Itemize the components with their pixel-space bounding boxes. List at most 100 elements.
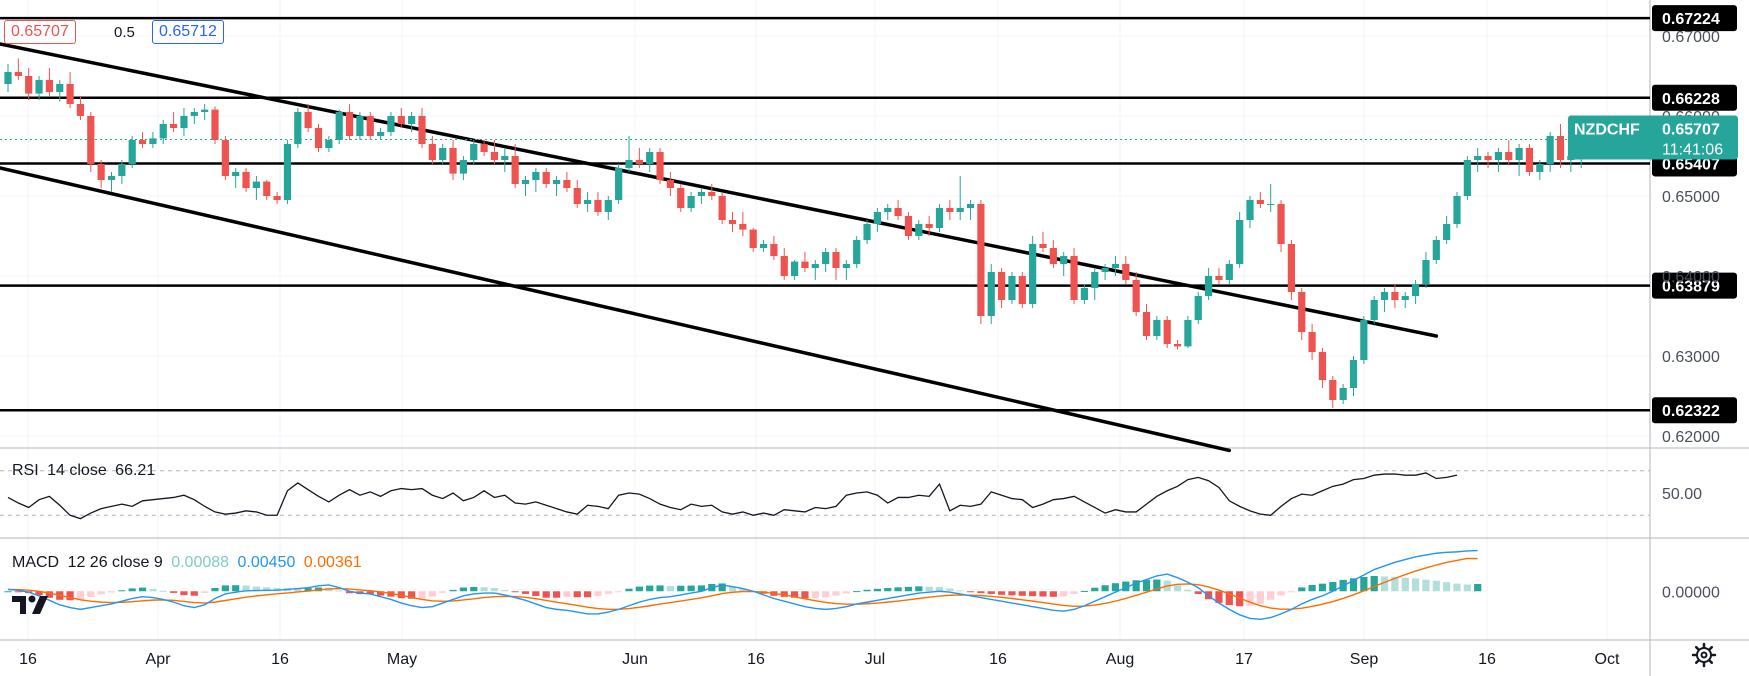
macd-histogram-bar [656,585,664,592]
macd-histogram-bar [966,591,975,593]
price-tick-label: 0.67000 [1662,29,1720,46]
macd-histogram-bar [14,591,22,593]
candle-body [956,208,964,212]
candle-body [25,76,33,94]
candle-body [1515,148,1523,160]
sell-price-tag[interactable]: 0.65707 [4,20,76,44]
trendlines [0,42,1439,453]
candle-body [1391,292,1399,300]
candle-body [697,192,706,196]
macd-histogram-bar [1370,575,1378,592]
candle-body [904,216,913,236]
time-tick-label: 16 [989,651,1007,668]
macd-histogram-bar [159,590,167,592]
candle-body [118,164,126,176]
macd-histogram-bar [542,591,550,598]
candle-body [532,172,540,180]
rsi-legend[interactable]: RSI 14 close 66.21 [12,462,159,480]
macd-histogram-bar [211,588,219,592]
macd-histogram-bar [408,591,416,599]
macd-histogram-bar [1184,589,1192,592]
candle-body [780,256,788,276]
macd-histogram-bar [377,591,385,596]
candle-body [1277,204,1285,244]
candle-body [1080,288,1088,300]
candle-body [345,112,354,136]
candle-body [1049,248,1057,264]
candle-body [1060,256,1068,264]
macd-histogram-bar [677,585,685,592]
candle-body [283,144,292,200]
macd-histogram-bar [1422,579,1430,592]
macd-legend[interactable]: MACD 12 26 close 9 0.00088 0.00450 0.003… [12,554,366,572]
candle-body [1536,164,1544,172]
candle-body [1360,320,1368,360]
macd-histogram-bar [863,589,871,592]
candle-body [201,109,209,112]
candle-body [1267,204,1275,205]
settings-gear-icon[interactable] [1691,642,1717,668]
candle-body [314,128,323,148]
candle-body [221,140,229,176]
buy-price-tag[interactable]: 0.65712 [152,20,224,44]
macd-histogram-bar [138,587,147,592]
macd-histogram-bar [170,591,178,593]
macd-signal-line [7,557,1478,610]
candle-body [1401,296,1409,300]
candle-body [408,116,416,124]
candle-body [335,112,343,140]
macd-histogram-bar [573,591,581,598]
macd-histogram-bar [801,591,809,599]
price-axis: 0.670000.660000.650000.640000.630000.620… [0,29,1738,446]
time-tick-label: Sep [1350,651,1379,668]
candle-body [1029,244,1037,304]
macd-pane: 0.00000 [4,549,1720,621]
macd-histogram-bar [1267,591,1275,600]
macd-histogram-bar [832,591,840,596]
macd-histogram-bar [201,591,209,593]
rsi-name: RSI [12,462,39,479]
macd-histogram-bar [35,591,43,596]
macd-histogram-bar [956,590,964,592]
candle-body [511,156,519,184]
candle-body [252,181,260,188]
candle-body [977,204,985,316]
time-tick-label: 16 [19,651,37,668]
macd-histogram-bar [1132,580,1140,592]
symbol-badge-name: NZDCHF [1574,121,1640,138]
macd-histogram-bar [190,591,198,596]
macd-histogram-bar [366,591,374,595]
macd-histogram-bar [1018,591,1026,596]
candle-body [242,172,250,188]
level-lines: 0.67224 0.66228 0.65407 0.63879 0.62322 [0,5,1737,424]
macd-histogram-bar [439,591,447,593]
macd-histogram-bar [718,583,726,592]
tradingview-logo-icon[interactable] [10,588,58,620]
time-tick-label: Apr [146,651,172,668]
candle-body [1173,344,1182,347]
macd-histogram-bar [335,590,343,592]
candle-body [387,116,395,132]
macd-histogram-bar [1111,583,1120,592]
candle-body [915,224,923,236]
candle-body [1556,136,1565,160]
candle-body [666,180,674,188]
macd-histogram-bar [904,586,913,592]
macd-histogram-bar [563,591,571,598]
macd-histogram-bar [1443,582,1451,592]
candle-body [1318,352,1327,380]
macd-histogram-bar [532,591,540,596]
candle-body [304,112,312,128]
candle-body [542,172,550,184]
macd-histogram-bar [118,590,126,592]
candle-body [1236,220,1244,264]
macd-histogram-bar [666,585,674,592]
time-tick-label: Jun [622,651,648,668]
macd-histogram-bar [791,591,799,598]
macd-histogram-bar [884,588,892,592]
candle-body [925,224,933,228]
candle-body [1163,320,1171,344]
candle-body [418,116,426,144]
